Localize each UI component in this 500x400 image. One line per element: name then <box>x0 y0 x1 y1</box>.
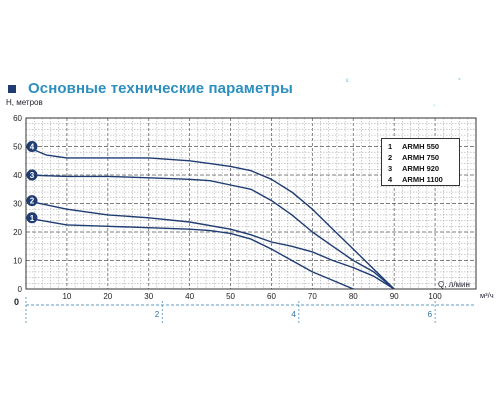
x2-tick-label: 6 <box>428 310 433 319</box>
series-marker-2 <box>26 195 38 207</box>
legend-item-4: 4 ARMH 1100 <box>388 174 459 185</box>
series-marker-4 <box>26 141 38 152</box>
title-bullet <box>8 84 16 93</box>
x-tick-label: 20 <box>103 292 112 301</box>
x-tick-label: 90 <box>390 292 399 301</box>
legend-label: ARMH 920 <box>402 164 440 173</box>
x2-tick-label: 2 <box>155 310 160 319</box>
x-tick-label: 60 <box>267 292 276 301</box>
x-tick-label: 70 <box>308 292 317 301</box>
y-tick-label: 20 <box>13 228 22 237</box>
x-tick-label: 80 <box>349 292 358 301</box>
series-marker-label-3: 3 <box>30 171 35 180</box>
y-zero-extra-label: 0 <box>14 297 20 307</box>
series-marker-label-2: 2 <box>30 197 35 206</box>
legend-label: ARMH 750 <box>402 153 440 162</box>
plot-frame <box>25 117 477 290</box>
y-tick-label: 60 <box>13 114 22 123</box>
legend-marker: 2 <box>388 153 393 162</box>
legend-label: ARMH 1100 <box>402 175 443 184</box>
series-marker-label-1: 1 <box>30 214 35 223</box>
decor-speck: ˎ <box>433 96 436 106</box>
page-title: Основные технические параметры <box>28 80 293 97</box>
legend-marker: 4 <box>388 175 393 184</box>
decor-speck: ˳ <box>458 70 461 80</box>
series-marker-3 <box>26 169 38 181</box>
legend-item-2: 2 ARMH 750 <box>388 152 459 163</box>
legend-item-3: 3 ARMH 920 <box>388 163 459 174</box>
legend-item-1: 1 ARMH 550 <box>388 141 459 152</box>
y-tick-label: 0 <box>18 285 23 294</box>
series-marker-1 <box>26 212 38 224</box>
legend: 1 ARMH 550 2 ARMH 750 3 ARMH 920 4 ARMH 1100 <box>381 138 460 186</box>
y-tick-label: 30 <box>13 200 22 209</box>
legend-label: ARMH 550 <box>402 142 440 151</box>
y-tick-label: 40 <box>13 171 22 180</box>
decor-speck: ᵋ <box>346 76 349 86</box>
x-tick-label: 50 <box>226 292 235 301</box>
x-axis-label: Q, л/мин <box>438 280 470 289</box>
y-tick-label: 50 <box>13 143 22 152</box>
legend-marker: 3 <box>388 164 393 173</box>
series-line-2 <box>25 199 395 290</box>
x-tick-label: 10 <box>62 292 71 301</box>
title-row: Основные технические параметры <box>8 80 293 97</box>
series-line-4 <box>25 145 395 290</box>
series-marker-label-4: 4 <box>30 143 35 152</box>
x2-axis-unit: м³/ч <box>480 291 494 300</box>
x2-tick-label: 4 <box>291 310 296 319</box>
legend-marker: 1 <box>388 142 393 151</box>
x-tick-label: 30 <box>144 292 153 301</box>
x-tick-label: 40 <box>185 292 194 301</box>
series-line-1 <box>25 217 354 290</box>
x-tick-label: 100 <box>428 292 442 301</box>
y-axis-label: H, метров <box>6 98 43 107</box>
y-tick-label: 10 <box>13 257 22 266</box>
series-line-3 <box>25 174 395 290</box>
